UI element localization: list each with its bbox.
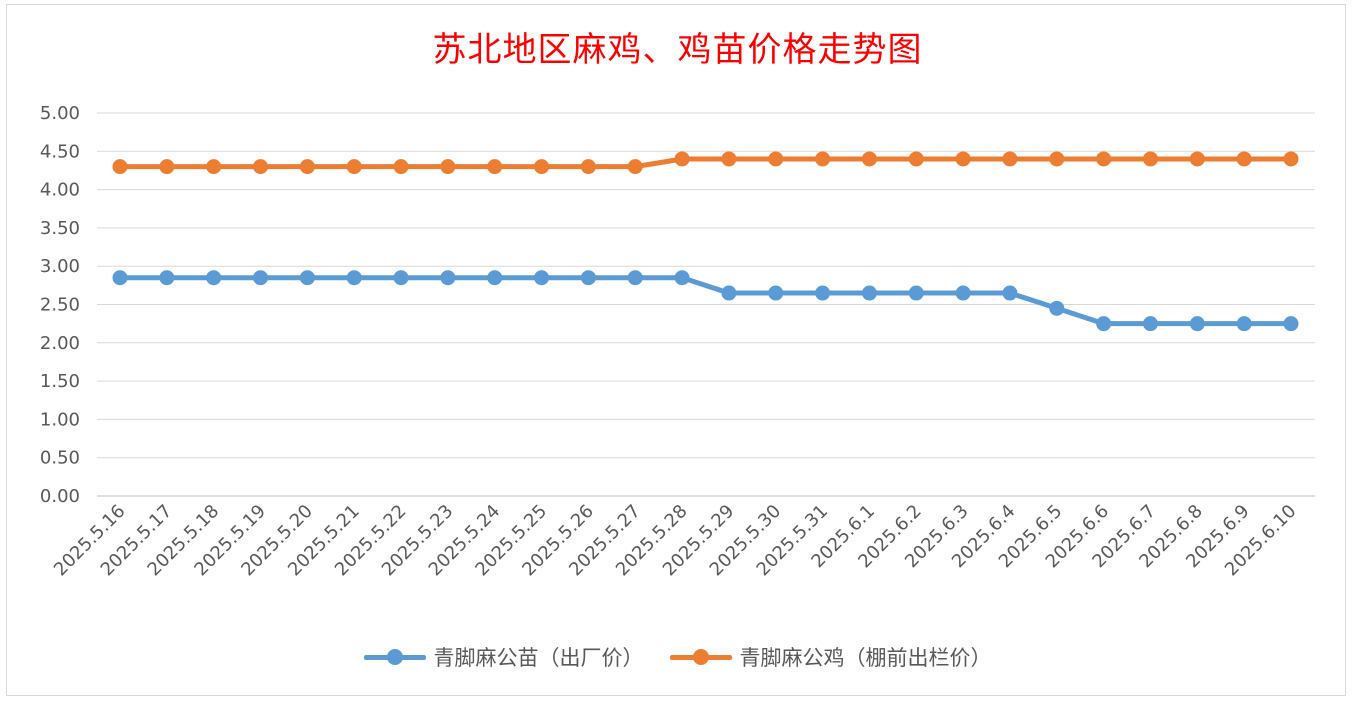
chart-legend: 青脚麻公苗（出厂价） 青脚麻公鸡（棚前出栏价） bbox=[0, 642, 1355, 672]
y-tick-label: 4.50 bbox=[40, 141, 80, 162]
chart-title: 苏北地区麻鸡、鸡苗价格走势图 bbox=[432, 30, 923, 70]
y-tick-label: 2.50 bbox=[40, 295, 80, 316]
data-point-0 bbox=[487, 270, 503, 286]
data-point-1 bbox=[1142, 151, 1158, 167]
data-point-0 bbox=[112, 270, 128, 286]
data-point-1 bbox=[1189, 151, 1205, 167]
y-tick-label: 2.00 bbox=[40, 333, 80, 354]
data-point-1 bbox=[861, 151, 877, 167]
data-point-0 bbox=[627, 270, 643, 286]
data-point-1 bbox=[721, 151, 737, 167]
chart-frame bbox=[6, 4, 1346, 696]
data-point-1 bbox=[908, 151, 924, 167]
data-point-0 bbox=[346, 270, 362, 286]
data-point-1 bbox=[627, 159, 643, 175]
series-line-1 bbox=[117, 156, 1294, 170]
data-point-0 bbox=[1002, 285, 1018, 301]
data-point-1 bbox=[299, 159, 315, 175]
y-tick-label: 4.00 bbox=[40, 180, 80, 201]
data-point-0 bbox=[674, 270, 690, 286]
data-point-1 bbox=[487, 159, 503, 175]
data-point-1 bbox=[1236, 151, 1252, 167]
data-point-1 bbox=[674, 151, 690, 167]
y-tick-label: 0.50 bbox=[40, 448, 80, 469]
y-tick-label: 5.00 bbox=[40, 103, 80, 124]
data-point-0 bbox=[815, 285, 831, 301]
data-point-0 bbox=[721, 285, 737, 301]
data-point-1 bbox=[580, 159, 596, 175]
series-line-0 bbox=[117, 275, 1294, 327]
data-point-0 bbox=[253, 270, 269, 286]
legend-label-seedling: 青脚麻公苗（出厂价） bbox=[433, 646, 644, 670]
data-point-1 bbox=[1283, 151, 1299, 167]
data-point-0 bbox=[159, 270, 175, 286]
data-point-1 bbox=[206, 159, 222, 175]
data-point-0 bbox=[1283, 316, 1299, 332]
data-point-1 bbox=[955, 151, 971, 167]
legend-swatch-blue bbox=[363, 647, 426, 667]
data-point-1 bbox=[534, 159, 550, 175]
data-point-0 bbox=[1189, 316, 1205, 332]
data-point-1 bbox=[112, 159, 128, 175]
data-point-1 bbox=[440, 159, 456, 175]
data-point-0 bbox=[1096, 316, 1112, 332]
data-point-1 bbox=[1096, 151, 1112, 167]
legend-swatch-orange bbox=[669, 647, 732, 667]
data-point-1 bbox=[1049, 151, 1065, 167]
data-point-0 bbox=[1142, 316, 1158, 332]
legend-label-rooster: 青脚麻公鸡（棚前出栏价） bbox=[739, 646, 992, 670]
data-point-0 bbox=[440, 270, 456, 286]
data-point-0 bbox=[299, 270, 315, 286]
data-point-1 bbox=[346, 159, 362, 175]
y-tick-label: 1.00 bbox=[40, 409, 80, 430]
data-point-0 bbox=[1049, 300, 1065, 316]
y-tick-label: 1.50 bbox=[40, 371, 80, 392]
data-point-0 bbox=[768, 285, 784, 301]
data-point-1 bbox=[815, 151, 831, 167]
data-point-0 bbox=[908, 285, 924, 301]
data-point-0 bbox=[393, 270, 409, 286]
data-point-0 bbox=[1236, 316, 1252, 332]
legend-item-rooster: 青脚麻公鸡（棚前出栏价） bbox=[669, 642, 992, 672]
data-point-0 bbox=[955, 285, 971, 301]
data-point-1 bbox=[1002, 151, 1018, 167]
data-point-0 bbox=[534, 270, 550, 286]
y-tick-label: 0.00 bbox=[40, 486, 80, 507]
data-point-0 bbox=[206, 270, 222, 286]
y-tick-label: 3.00 bbox=[40, 256, 80, 277]
data-point-1 bbox=[393, 159, 409, 175]
data-point-0 bbox=[580, 270, 596, 286]
data-point-1 bbox=[159, 159, 175, 175]
data-point-0 bbox=[861, 285, 877, 301]
data-point-1 bbox=[768, 151, 784, 167]
legend-item-seedling: 青脚麻公苗（出厂价） bbox=[363, 642, 644, 672]
y-tick-label: 3.50 bbox=[40, 218, 80, 239]
data-point-1 bbox=[253, 159, 269, 175]
